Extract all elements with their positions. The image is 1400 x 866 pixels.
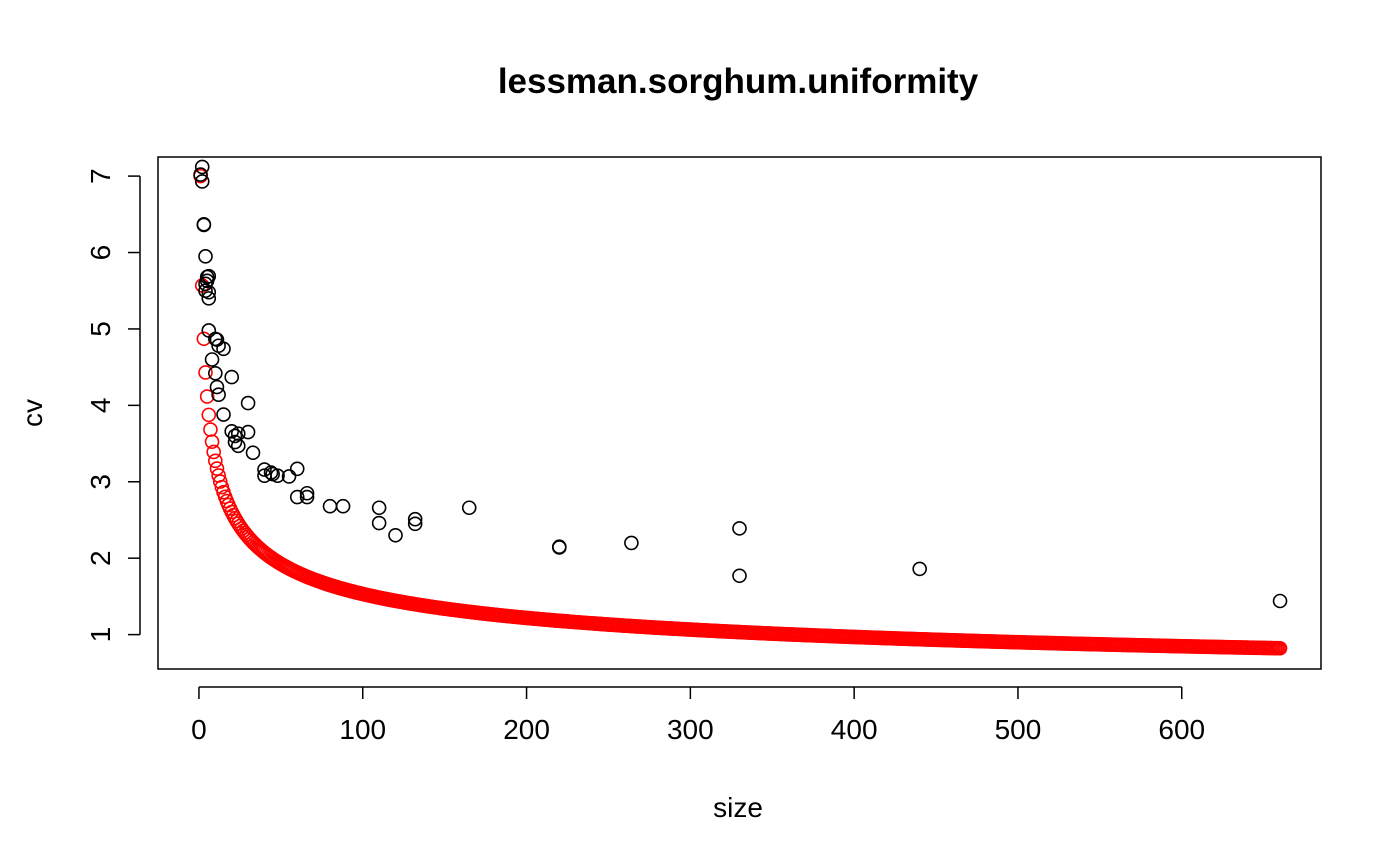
fitted-point	[206, 444, 221, 460]
x-tick-label: 100	[339, 714, 386, 745]
y-tick-label: 4	[85, 398, 116, 414]
observed-point	[227, 428, 243, 444]
x-tick-label: 500	[995, 714, 1042, 745]
y-axis-label: cv	[17, 399, 48, 427]
observed-point	[289, 489, 305, 505]
observed-point	[732, 521, 747, 536]
observed-point	[193, 167, 208, 182]
observed-point	[371, 515, 387, 531]
observed-point	[194, 159, 210, 175]
observed-point	[263, 465, 279, 480]
observed-point	[224, 424, 240, 439]
fitted-point	[212, 474, 228, 489]
observed-point	[322, 498, 338, 514]
observed-point	[912, 561, 927, 577]
observed-point	[240, 424, 256, 440]
fitted-point	[208, 453, 223, 469]
observed-point	[224, 369, 240, 385]
observed-point	[230, 426, 246, 441]
observed-point	[240, 395, 256, 411]
x-axis: 0 100 200 300 400 500 600	[191, 686, 1205, 745]
observed-point	[299, 489, 315, 505]
y-tick-label: 3	[85, 474, 116, 490]
observed-point	[371, 500, 387, 516]
fitted-point	[198, 365, 213, 380]
observed-points-series	[193, 159, 1288, 609]
x-tick-label: 200	[503, 714, 550, 745]
fitted-point	[204, 434, 220, 450]
observed-point	[257, 462, 272, 477]
observed-point	[407, 511, 423, 527]
observed-point	[299, 485, 315, 501]
y-tick-label: 6	[85, 245, 116, 261]
observed-point	[201, 291, 217, 306]
fitted-curve-series	[193, 168, 1288, 656]
observed-point	[624, 535, 639, 551]
observed-point	[388, 527, 403, 543]
y-tick-label: 7	[85, 168, 116, 184]
observed-point	[552, 540, 567, 555]
observed-point	[198, 249, 213, 264]
y-tick-label: 1	[85, 627, 116, 643]
observed-point	[461, 500, 477, 516]
observed-point	[196, 216, 212, 232]
fitted-point	[201, 407, 217, 423]
y-tick-label: 2	[85, 550, 116, 566]
x-axis-label: size	[713, 792, 763, 823]
observed-point	[204, 352, 220, 367]
observed-point	[201, 284, 217, 300]
observed-point	[211, 387, 226, 402]
chart-title: lessman.sorghum.uniformity	[498, 62, 979, 101]
observed-point	[208, 365, 223, 381]
fitted-point	[203, 422, 218, 437]
observed-point	[1272, 593, 1288, 609]
y-axis: 1 2 3 4 5 6 7	[85, 168, 141, 643]
observed-point	[407, 516, 423, 532]
observed-point	[216, 341, 231, 357]
x-tick-label: 0	[191, 714, 207, 745]
observed-point	[732, 568, 747, 584]
observed-point	[270, 468, 285, 483]
observed-point	[216, 407, 231, 422]
observed-point	[245, 445, 261, 461]
fitted-point	[199, 389, 215, 404]
observed-point	[209, 379, 225, 395]
x-tick-label: 400	[831, 714, 878, 745]
observed-point	[289, 461, 305, 477]
observed-point	[194, 174, 210, 189]
plot-area-frame	[157, 156, 1322, 670]
observed-point	[335, 498, 351, 514]
y-tick-label: 5	[85, 321, 116, 337]
observed-point	[201, 268, 217, 284]
x-tick-label: 600	[1158, 714, 1205, 745]
observed-point	[227, 434, 243, 450]
fitted-point	[1272, 640, 1288, 656]
observed-point	[281, 469, 297, 484]
x-tick-label: 300	[667, 714, 714, 745]
